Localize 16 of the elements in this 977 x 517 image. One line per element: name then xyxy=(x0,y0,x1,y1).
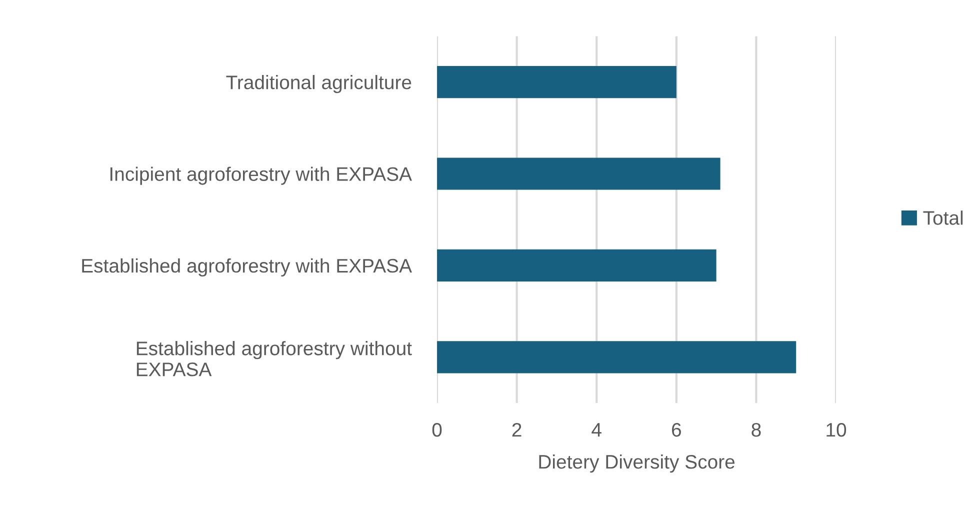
x-tick-label: 8 xyxy=(752,422,761,437)
x-tick-label: 2 xyxy=(512,422,522,437)
bar xyxy=(437,158,720,190)
bar xyxy=(437,66,676,98)
y-tick-label: Incipient agroforestry with EXPASA xyxy=(110,166,412,185)
x-tick-label: 10 xyxy=(826,422,846,437)
y-tick-label: Traditional agriculture xyxy=(226,74,412,94)
x-tick-label: 6 xyxy=(672,422,681,437)
y-tick-label: Established agroforestry without EXPASA xyxy=(136,341,412,376)
legend-label: Total xyxy=(923,210,963,225)
x-axis-title: Dietery Diversity Score xyxy=(539,454,735,473)
bar xyxy=(437,249,716,282)
y-tick-label: Established agroforestry with EXPASA xyxy=(82,258,412,277)
x-tick-label: 0 xyxy=(432,422,442,437)
x-tick-label: 4 xyxy=(592,423,602,437)
bar xyxy=(437,341,796,374)
